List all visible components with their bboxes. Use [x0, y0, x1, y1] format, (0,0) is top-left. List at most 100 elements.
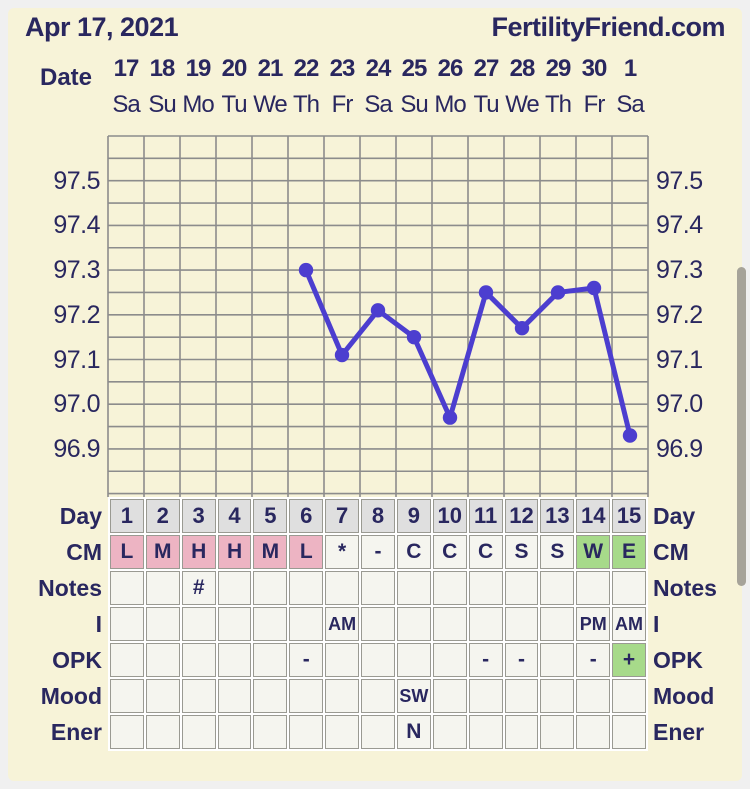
cell-cm-10[interactable]: C	[432, 535, 467, 569]
cell-ener-15[interactable]	[612, 715, 646, 749]
cell-cm-4[interactable]: H	[217, 535, 252, 569]
cell-notes-9[interactable]	[396, 571, 431, 605]
cell-mood-9[interactable]: SW	[396, 679, 431, 713]
cell-mood-11[interactable]	[468, 679, 503, 713]
temp-point-day-7[interactable]	[334, 347, 350, 363]
cell-day-1[interactable]: 1	[110, 499, 144, 533]
cell-opk-11[interactable]: -	[468, 643, 503, 677]
cell-day-5[interactable]: 5	[253, 499, 288, 533]
cell-i-3[interactable]	[181, 607, 216, 641]
cell-opk-8[interactable]	[361, 643, 395, 677]
cell-cm-5[interactable]: M	[253, 535, 288, 569]
cell-day-3[interactable]: 3	[181, 499, 216, 533]
cell-mood-12[interactable]	[504, 679, 539, 713]
cell-opk-6[interactable]: -	[289, 643, 324, 677]
cell-cm-12[interactable]: S	[504, 535, 539, 569]
cell-cm-13[interactable]: S	[540, 535, 575, 569]
cell-i-10[interactable]	[432, 607, 467, 641]
cell-opk-4[interactable]	[217, 643, 252, 677]
cell-notes-12[interactable]	[504, 571, 539, 605]
scrollbar-thumb[interactable]	[737, 267, 746, 586]
cell-opk-10[interactable]	[432, 643, 467, 677]
cell-day-2[interactable]: 2	[145, 499, 180, 533]
cell-notes-8[interactable]	[361, 571, 395, 605]
cell-notes-1[interactable]	[110, 571, 144, 605]
cell-notes-13[interactable]	[540, 571, 575, 605]
cell-mood-4[interactable]	[217, 679, 252, 713]
cell-i-12[interactable]	[504, 607, 539, 641]
cell-i-9[interactable]	[396, 607, 431, 641]
cell-ener-6[interactable]	[289, 715, 324, 749]
cell-mood-8[interactable]	[361, 679, 395, 713]
cell-day-14[interactable]: 14	[576, 499, 611, 533]
cell-mood-5[interactable]	[253, 679, 288, 713]
cell-notes-2[interactable]	[145, 571, 180, 605]
cell-ener-10[interactable]	[432, 715, 467, 749]
cell-notes-5[interactable]	[253, 571, 288, 605]
cell-opk-15[interactable]: +	[612, 643, 646, 677]
cell-i-11[interactable]	[468, 607, 503, 641]
cell-notes-7[interactable]	[325, 571, 360, 605]
cell-opk-13[interactable]	[540, 643, 575, 677]
cell-mood-14[interactable]	[576, 679, 611, 713]
cell-day-8[interactable]: 8	[361, 499, 395, 533]
cell-ener-7[interactable]	[325, 715, 360, 749]
cell-ener-4[interactable]	[217, 715, 252, 749]
cell-day-12[interactable]: 12	[504, 499, 539, 533]
cell-ener-5[interactable]	[253, 715, 288, 749]
cell-ener-9[interactable]: N	[396, 715, 431, 749]
cell-opk-5[interactable]	[253, 643, 288, 677]
cell-opk-2[interactable]	[145, 643, 180, 677]
cell-cm-1[interactable]: L	[110, 535, 144, 569]
cell-ener-3[interactable]	[181, 715, 216, 749]
cell-day-7[interactable]: 7	[325, 499, 360, 533]
cell-cm-3[interactable]: H	[181, 535, 216, 569]
cell-ener-1[interactable]	[110, 715, 144, 749]
cell-opk-12[interactable]: -	[504, 643, 539, 677]
cell-i-6[interactable]	[289, 607, 324, 641]
cell-opk-1[interactable]	[110, 643, 144, 677]
cell-ener-12[interactable]	[504, 715, 539, 749]
cell-ener-14[interactable]	[576, 715, 611, 749]
cell-i-7[interactable]: AM	[325, 607, 360, 641]
cell-i-14[interactable]: PM	[576, 607, 611, 641]
cell-opk-9[interactable]	[396, 643, 431, 677]
temp-point-day-9[interactable]	[406, 329, 422, 345]
cell-i-2[interactable]	[145, 607, 180, 641]
cell-mood-7[interactable]	[325, 679, 360, 713]
cell-notes-6[interactable]	[289, 571, 324, 605]
cell-opk-3[interactable]	[181, 643, 216, 677]
temp-point-day-8[interactable]	[370, 303, 386, 318]
cell-day-11[interactable]: 11	[468, 499, 503, 533]
temp-point-day-12[interactable]	[514, 321, 530, 336]
cell-day-4[interactable]: 4	[217, 499, 252, 533]
cell-cm-11[interactable]: C	[468, 535, 503, 569]
temp-point-day-11[interactable]	[478, 285, 494, 300]
cell-cm-9[interactable]: C	[396, 535, 431, 569]
cell-ener-8[interactable]	[361, 715, 395, 749]
temp-point-day-15[interactable]	[622, 428, 638, 443]
cell-mood-3[interactable]	[181, 679, 216, 713]
cell-opk-7[interactable]	[325, 643, 360, 677]
cell-mood-6[interactable]	[289, 679, 324, 713]
cell-day-13[interactable]: 13	[540, 499, 575, 533]
temp-point-day-6[interactable]	[298, 262, 314, 278]
cell-cm-14[interactable]: W	[576, 535, 611, 569]
cell-opk-14[interactable]: -	[576, 643, 611, 677]
cell-ener-2[interactable]	[145, 715, 180, 749]
cell-notes-4[interactable]	[217, 571, 252, 605]
cell-cm-2[interactable]: M	[145, 535, 180, 569]
temp-point-day-14[interactable]	[586, 280, 602, 296]
temp-point-day-13[interactable]	[550, 285, 566, 300]
cell-ener-13[interactable]	[540, 715, 575, 749]
cell-mood-15[interactable]	[612, 679, 646, 713]
cell-mood-2[interactable]	[145, 679, 180, 713]
cell-i-5[interactable]	[253, 607, 288, 641]
cell-cm-6[interactable]: L	[289, 535, 324, 569]
cell-i-15[interactable]: AM	[612, 607, 646, 641]
cell-mood-10[interactable]	[432, 679, 467, 713]
cell-cm-15[interactable]: E	[612, 535, 646, 569]
temp-point-day-10[interactable]	[442, 410, 458, 425]
cell-i-4[interactable]	[217, 607, 252, 641]
cell-notes-3[interactable]: #	[181, 571, 216, 605]
